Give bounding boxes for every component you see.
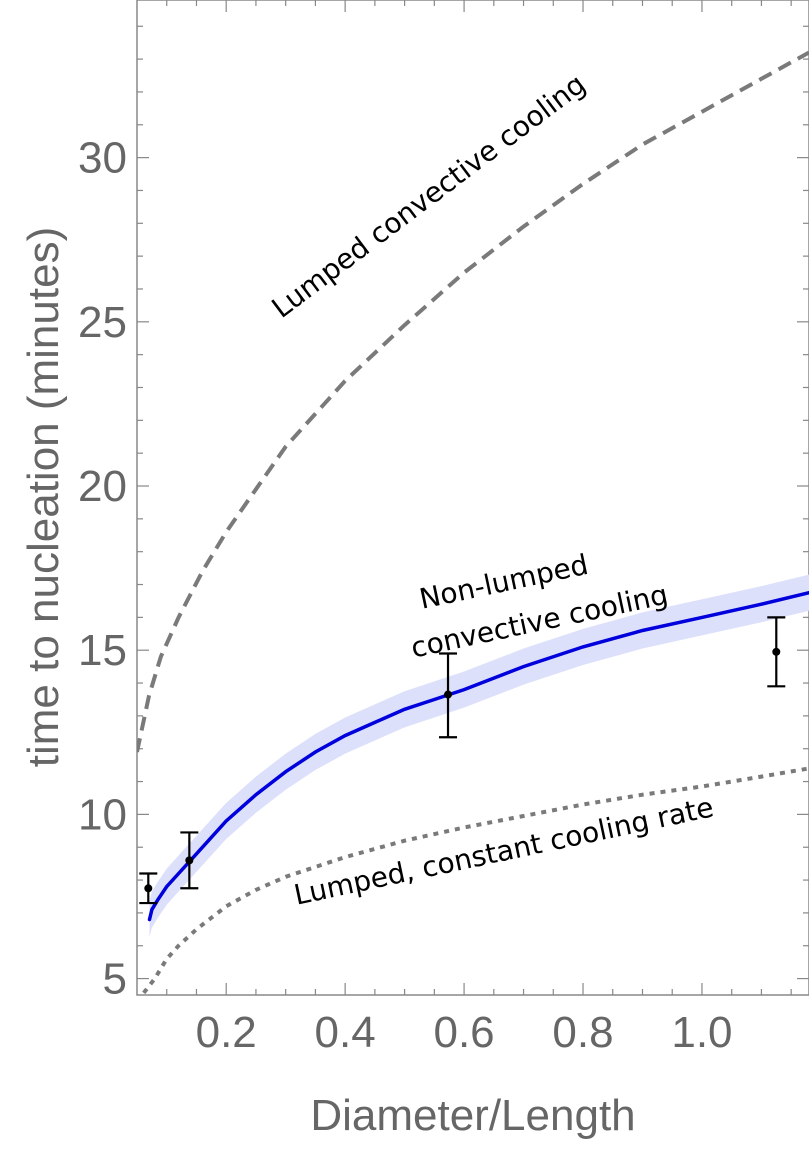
data-point-0 — [139, 872, 158, 905]
x-tick-label: 0.6 — [433, 1008, 494, 1057]
data-point-3 — [767, 616, 786, 688]
x-tick-label: 1.0 — [671, 1008, 732, 1057]
y-tick-label: 10 — [78, 790, 127, 839]
y-tick-label: 15 — [78, 626, 127, 675]
labels-layer: Lumped convective coolingNon-lumpedconve… — [266, 67, 717, 911]
series-line-dashed — [137, 50, 809, 753]
series-line-solid — [147, 590, 809, 922]
point-marker — [444, 690, 453, 699]
x-axis-title: Diameter/Length — [310, 1091, 635, 1140]
annotation-0: Lumped convective cooling — [266, 67, 592, 324]
plot-frame — [136, 0, 809, 996]
lines-layer — [137, 50, 809, 995]
point-marker — [772, 647, 781, 656]
x-tick-label: 0.2 — [196, 1008, 257, 1057]
points-layer — [139, 616, 786, 905]
data-point-1 — [180, 831, 199, 890]
x-tick-label: 0.8 — [552, 1008, 613, 1057]
y-tick-label: 5 — [103, 955, 127, 1004]
x-tick-label: 0.4 — [315, 1008, 376, 1057]
y-tick-label: 20 — [78, 462, 127, 511]
y-axis-title: time to nucleation (minutes) — [19, 227, 68, 767]
data-point-2 — [439, 652, 458, 739]
band-layer — [149, 574, 809, 938]
annotation-3: Lumped, constant cooling rate — [291, 790, 716, 911]
y-tick-label: 25 — [78, 298, 127, 347]
ticks-layer: 0.2 0.4 0.6 0.8 1.0 5 10 15 20 25 30 — [78, 0, 809, 1057]
y-tick-label: 30 — [78, 134, 127, 183]
series-line-dotted — [139, 766, 809, 995]
confidence-band — [149, 574, 809, 938]
point-marker — [185, 856, 194, 865]
point-marker — [144, 884, 153, 893]
